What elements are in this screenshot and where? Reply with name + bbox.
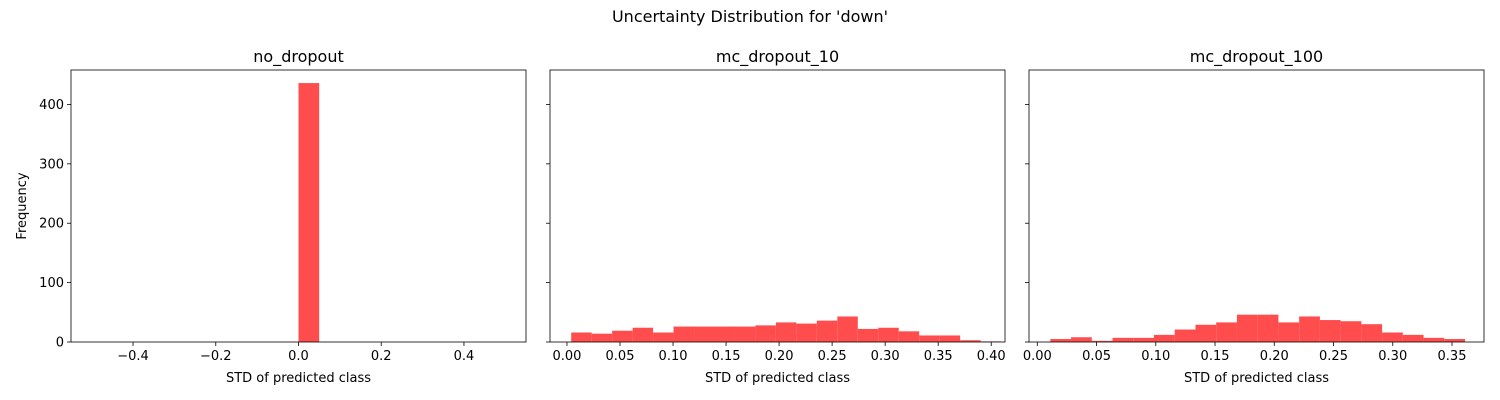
histogram-bar <box>775 322 797 342</box>
histogram-bar <box>939 335 961 342</box>
x-axis-label-mc-dropout-10: STD of predicted class <box>705 371 850 386</box>
histogram-bar <box>960 340 981 342</box>
x-tick-label: 0.30 <box>1378 349 1407 364</box>
y-tick-label: 400 <box>39 98 64 113</box>
x-tick-label: 0.40 <box>977 349 1006 364</box>
histogram-bar <box>1382 332 1403 342</box>
histogram-bar <box>1444 339 1466 342</box>
histogram-bar <box>1299 316 1320 342</box>
y-axis-label: Frequency <box>15 172 30 239</box>
x-tick-label: 0.35 <box>924 349 953 364</box>
subplot-mc-dropout-100: mc_dropout_100 STD of predicted class 0.… <box>1023 47 1485 386</box>
x-tick-label: 0.00 <box>552 349 581 364</box>
y-tick-label: 200 <box>39 217 64 232</box>
y-tick-label: 0 <box>56 336 64 351</box>
histogram-bar <box>1112 337 1134 342</box>
x-tick-label: 0.00 <box>1023 349 1052 364</box>
histogram-bar <box>1050 339 1072 342</box>
histogram-bar <box>857 328 879 342</box>
x-axis-label-no-dropout: STD of predicted class <box>226 371 371 386</box>
histogram-bar <box>714 326 735 342</box>
x-tick-label: 0.15 <box>1201 349 1230 364</box>
histogram-bar <box>898 331 920 342</box>
histogram-bar <box>694 326 715 342</box>
histogram-bar <box>612 330 633 342</box>
x-tick-label: 0.05 <box>1082 349 1111 364</box>
x-tick-label: 0.20 <box>765 349 794 364</box>
histogram-bar <box>1319 320 1341 342</box>
axes-frame <box>70 69 527 343</box>
histogram-bar <box>653 332 674 342</box>
x-tick-label: 0.25 <box>1319 349 1348 364</box>
x-tick-label: 0.05 <box>606 349 635 364</box>
histogram-bar <box>837 316 858 342</box>
x-tick-label: 0.25 <box>818 349 847 364</box>
x-tick-label: 0.15 <box>712 349 741 364</box>
histogram-bar <box>1195 324 1217 342</box>
histogram-bar <box>1402 334 1424 342</box>
histogram-bar <box>673 326 695 342</box>
subplot-no-dropout: no_dropout STD of predicted class Freque… <box>15 47 527 386</box>
plot-area-mc-dropout-100: 0.00 0.05 0.10 0.15 0.20 0.25 0.30 0.35 <box>1023 69 1485 364</box>
x-tick-label: 0.2 <box>371 349 392 364</box>
x-tick-label: −0.2 <box>200 349 232 364</box>
histogram-bar <box>1133 337 1155 342</box>
axes-frame <box>549 69 1006 343</box>
histogram-bar <box>816 320 838 342</box>
subplot-title-no-dropout: no_dropout <box>253 47 343 67</box>
histogram-bar <box>1257 314 1279 342</box>
histogram-bar <box>1174 329 1196 342</box>
y-tick-label: 100 <box>39 276 64 291</box>
x-tick-label: 0.35 <box>1438 349 1467 364</box>
histogram-bar <box>734 326 756 342</box>
histogram-bar <box>1278 322 1300 342</box>
figure-suptitle: Uncertainty Distribution for 'down' <box>612 7 888 26</box>
subplot-mc-dropout-10: mc_dropout_10 STD of predicted class 0.0… <box>546 47 1006 386</box>
histogram-bar <box>632 327 654 342</box>
histogram-bar <box>796 323 817 342</box>
y-tick-label: 300 <box>39 157 64 172</box>
subplot-title-mc-dropout-100: mc_dropout_100 <box>1190 47 1323 67</box>
histogram-bar <box>571 332 592 342</box>
x-tick-label: 0.30 <box>871 349 900 364</box>
x-tick-label: 0.0 <box>288 349 309 364</box>
axes-frame <box>1028 69 1485 343</box>
x-tick-label: 0.10 <box>1141 349 1170 364</box>
histogram-bar <box>1091 340 1113 342</box>
histogram-bar <box>1236 314 1258 342</box>
histogram-bar <box>1154 334 1175 342</box>
x-tick-label: 0.10 <box>659 349 688 364</box>
subplot-title-mc-dropout-10: mc_dropout_10 <box>716 47 839 67</box>
histogram-bar <box>878 327 899 342</box>
x-axis-label-mc-dropout-100: STD of predicted class <box>1184 371 1329 386</box>
histogram-bar <box>1340 321 1362 342</box>
plot-area-no-dropout: −0.4 −0.2 0.0 0.2 0.4 0 100 200 300 400 <box>39 69 527 364</box>
histogram-bar <box>1423 337 1445 342</box>
x-tick-label: −0.4 <box>117 349 149 364</box>
histogram-bar <box>1216 322 1237 342</box>
histogram-bar <box>1071 337 1092 342</box>
x-tick-label: 0.20 <box>1260 349 1289 364</box>
histogram-bar <box>919 335 940 342</box>
histogram-bar <box>591 333 613 342</box>
x-tick-label: 0.4 <box>454 349 475 364</box>
histogram-bar <box>1361 324 1383 342</box>
plot-area-mc-dropout-10: 0.00 0.05 0.10 0.15 0.20 0.25 0.30 0.35 0.40 <box>546 69 1006 364</box>
histogram-bar <box>298 83 320 342</box>
histogram-bar <box>755 325 776 342</box>
